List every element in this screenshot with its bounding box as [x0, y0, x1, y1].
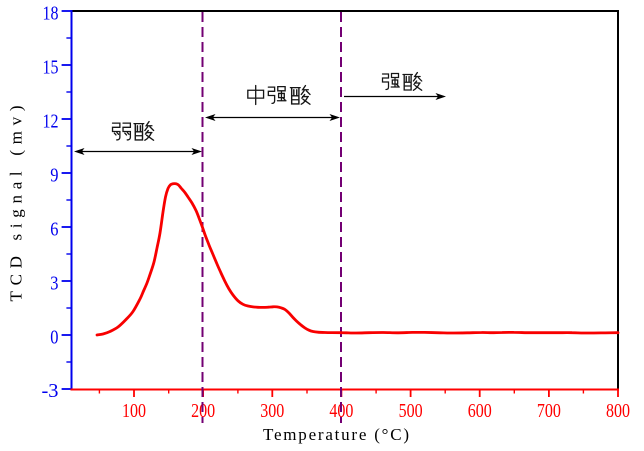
svg-text:TCD signal (mv): TCD signal (mv) [7, 106, 26, 302]
svg-text:-3: -3 [42, 381, 59, 402]
svg-text:6: 6 [50, 220, 58, 241]
svg-text:600: 600 [468, 401, 492, 422]
svg-text:100: 100 [122, 401, 146, 422]
svg-text:3: 3 [50, 274, 58, 295]
svg-text:500: 500 [399, 401, 423, 422]
svg-text:9: 9 [50, 166, 58, 187]
svg-text:300: 300 [260, 401, 284, 422]
svg-text:Temperature (°C): Temperature (°C) [263, 425, 409, 444]
svg-text:12: 12 [43, 112, 59, 133]
svg-text:18: 18 [43, 4, 59, 25]
svg-text:700: 700 [537, 401, 561, 422]
svg-text:15: 15 [43, 58, 59, 79]
svg-text:800: 800 [606, 401, 630, 422]
svg-text:0: 0 [50, 328, 58, 349]
